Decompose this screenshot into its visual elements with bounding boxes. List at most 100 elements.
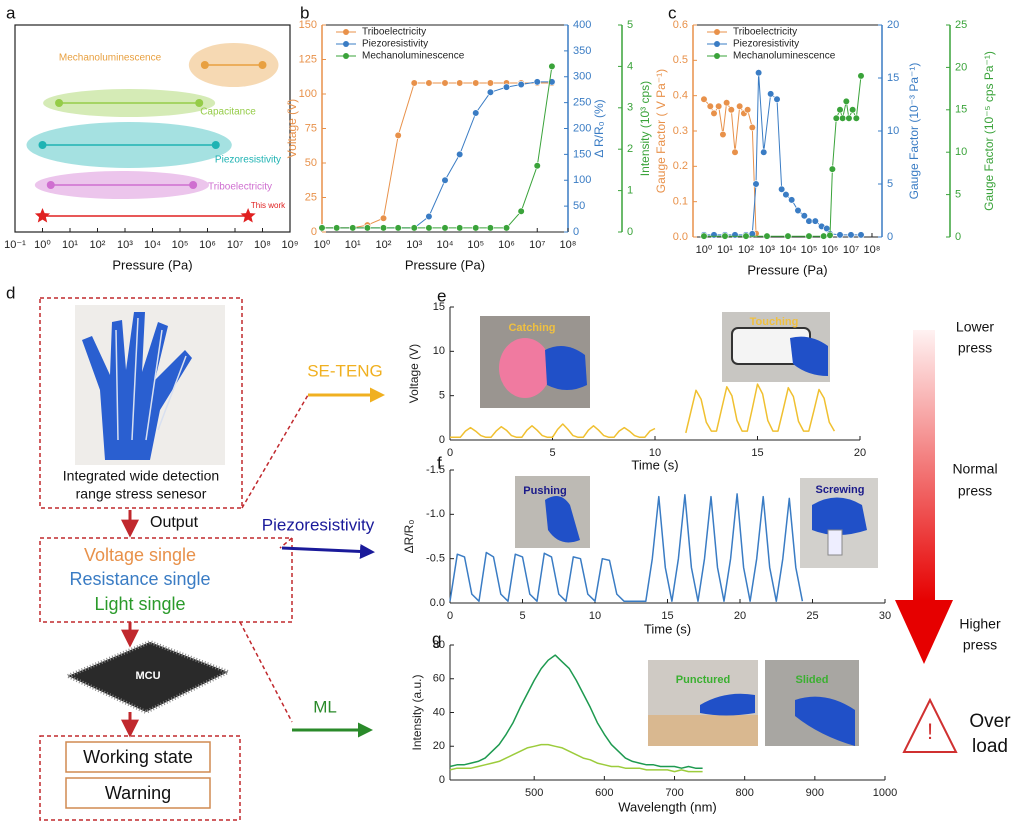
y-tick-label: 0 [887, 231, 893, 243]
data-point [533, 162, 541, 170]
data-line [704, 72, 861, 236]
x-tick-label: 10⁴ [437, 239, 454, 251]
data-point [788, 196, 796, 204]
data-point [486, 79, 495, 87]
data-point [857, 231, 865, 239]
x-axis-label: Pressure (Pa) [405, 257, 485, 272]
range-end [46, 181, 55, 189]
y-tick-label: 250 [573, 97, 591, 109]
x-tick-label: 10³ [406, 239, 422, 251]
y-tick-label: 400 [573, 19, 591, 31]
data-point [349, 224, 357, 232]
data-point [794, 206, 802, 215]
data-point [849, 106, 857, 114]
data-point [318, 224, 326, 232]
data-point [517, 80, 525, 89]
data-point [727, 106, 735, 114]
data-line [449, 654, 703, 769]
gradient-arrow [913, 330, 935, 602]
data-point [394, 224, 402, 232]
x-tick-label: 800 [735, 787, 753, 799]
x-tick-label: 900 [806, 787, 824, 799]
y-tick-label: 50 [573, 200, 585, 212]
data-point [752, 180, 760, 188]
x-tick-label: 10⁷ [227, 239, 243, 251]
x-tick-label: 10⁴ [779, 244, 796, 256]
y-axis-label: Voltage (V) [407, 344, 421, 403]
x-tick-label: 10² [376, 239, 392, 251]
data-point [755, 69, 763, 77]
x-axis-label: Time (s) [644, 621, 691, 636]
data-point [333, 224, 341, 232]
x-tick-label: 10⁵ [172, 239, 189, 251]
x-tick-label: 10⁸ [254, 239, 271, 251]
box [648, 715, 758, 746]
photo-caption: Screwing [816, 484, 865, 496]
press-label: Normal [952, 461, 997, 477]
x-axis-label: Time (s) [631, 457, 678, 472]
data-point [767, 90, 775, 98]
data-point [847, 231, 855, 239]
data-point [731, 148, 739, 156]
x-tick-label: 10⁸ [864, 244, 881, 256]
y-tick-label: 0 [627, 226, 633, 238]
y-tick-label: 20 [433, 740, 445, 752]
x-tick-label: 15 [661, 610, 673, 622]
data-point [486, 224, 495, 232]
legend-marker [714, 41, 720, 47]
signal-label: Voltage single [84, 545, 196, 565]
x-tick-label: 10⁸ [560, 239, 577, 251]
data-point [425, 212, 433, 221]
data-point [472, 109, 480, 117]
range-end [200, 61, 209, 69]
photo-caption: Pushing [523, 485, 566, 497]
data-point [456, 79, 464, 87]
data-point [710, 231, 718, 239]
y-axis-label: Voltage (V) [285, 99, 299, 158]
state-box [65, 741, 211, 773]
state-label: Warning [105, 783, 171, 803]
x-tick-label: 10 [589, 610, 601, 622]
panel-label: d [6, 283, 15, 302]
data-point [723, 99, 731, 107]
overload-label: Over [969, 711, 1011, 732]
x-tick-label: 30 [879, 610, 891, 622]
dashed-box [39, 297, 243, 509]
photo-caption: Touching [750, 316, 799, 328]
branch-label: SE-TENG [307, 361, 383, 380]
y-tick-label: 80 [433, 639, 445, 651]
data-point [472, 224, 480, 232]
data-point [379, 214, 388, 222]
panel-label: b [300, 3, 309, 22]
y-tick-label: 15 [955, 104, 967, 116]
data-line [449, 743, 703, 773]
panel-label: a [6, 3, 16, 22]
x-tick-label: 10⁶ [498, 239, 515, 251]
y-tick-label: 20 [887, 19, 899, 31]
x-tick-label: 15 [751, 447, 763, 459]
y-tick-label: 5 [439, 390, 445, 402]
data-point [706, 102, 714, 110]
y-tick-label: 3 [627, 102, 633, 114]
y-tick-label: 5 [887, 178, 893, 190]
signal-label: Light single [94, 594, 185, 614]
data-point [782, 191, 790, 199]
y-tick-label: 5 [955, 189, 961, 201]
x-tick-label: 20 [854, 447, 866, 459]
y-axis-label: Intensity (a.u.) [410, 674, 424, 750]
panel-label: f [437, 453, 442, 472]
data-point [363, 224, 372, 232]
y-tick-label: 0.6 [673, 19, 688, 31]
arrow-head [895, 600, 953, 664]
x-tick-label: 10⁰ [696, 244, 713, 256]
y-tick-label: 1 [627, 185, 633, 197]
range-end [195, 99, 204, 107]
x-tick-label: 0 [447, 610, 453, 622]
data-point [836, 106, 844, 114]
x-tick-label: 10⁰ [314, 239, 331, 251]
x-tick-label: 5 [519, 610, 525, 622]
data-point [736, 102, 744, 110]
mcu-chip [63, 639, 234, 715]
x-tick-label: 20 [734, 610, 746, 622]
y-tick-label: 25 [305, 191, 317, 203]
